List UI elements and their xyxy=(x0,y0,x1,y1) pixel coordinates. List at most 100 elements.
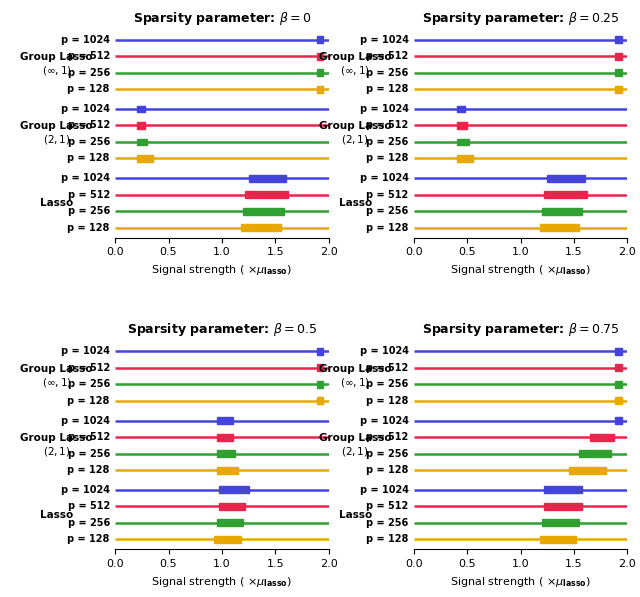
Text: p = 1024: p = 1024 xyxy=(61,485,110,495)
Text: Lasso: Lasso xyxy=(40,198,73,208)
Bar xyxy=(219,487,248,493)
Text: p = 512: p = 512 xyxy=(68,363,110,373)
Text: p = 1024: p = 1024 xyxy=(360,104,408,114)
Text: p = 256: p = 256 xyxy=(366,137,408,147)
Bar xyxy=(248,175,286,181)
Bar xyxy=(590,433,614,441)
Text: p = 1024: p = 1024 xyxy=(61,416,110,426)
Bar xyxy=(136,106,145,112)
Bar xyxy=(317,36,323,43)
Bar xyxy=(216,519,243,527)
Bar xyxy=(214,536,241,543)
Text: Group Lasso
$(2,1)$: Group Lasso $(2,1)$ xyxy=(319,121,392,146)
Bar xyxy=(216,417,232,424)
Text: p = 1024: p = 1024 xyxy=(61,346,110,356)
Text: p = 512: p = 512 xyxy=(366,432,408,442)
Text: p = 256: p = 256 xyxy=(366,448,408,458)
Text: p = 512: p = 512 xyxy=(366,363,408,373)
Text: p = 512: p = 512 xyxy=(366,190,408,200)
Text: p = 1024: p = 1024 xyxy=(360,173,408,183)
Text: p = 512: p = 512 xyxy=(68,432,110,442)
Text: p = 256: p = 256 xyxy=(366,379,408,389)
Text: p = 128: p = 128 xyxy=(67,223,110,233)
Bar xyxy=(216,433,232,441)
Bar xyxy=(540,224,579,231)
Text: Group Lasso
$(\infty,1)$: Group Lasso $(\infty,1)$ xyxy=(20,364,93,389)
Bar xyxy=(216,450,235,457)
Text: p = 256: p = 256 xyxy=(68,448,110,458)
Title: Sparsity parameter: $\beta = 0.75$: Sparsity parameter: $\beta = 0.75$ xyxy=(422,321,619,338)
Bar xyxy=(542,208,582,215)
Text: Group Lasso
$(2,1)$: Group Lasso $(2,1)$ xyxy=(20,121,93,146)
Bar xyxy=(544,503,582,510)
Text: Group Lasso
$(\infty,1)$: Group Lasso $(\infty,1)$ xyxy=(319,364,392,389)
Text: Lasso: Lasso xyxy=(339,510,372,519)
Text: p = 256: p = 256 xyxy=(68,518,110,528)
Bar xyxy=(456,122,467,129)
Text: p = 256: p = 256 xyxy=(366,518,408,528)
Bar xyxy=(456,106,465,112)
Text: p = 1024: p = 1024 xyxy=(61,35,110,45)
Text: p = 512: p = 512 xyxy=(68,501,110,512)
Bar xyxy=(544,191,587,198)
Bar xyxy=(616,36,622,43)
Text: p = 512: p = 512 xyxy=(366,121,408,131)
Text: p = 1024: p = 1024 xyxy=(61,173,110,183)
Text: p = 512: p = 512 xyxy=(366,501,408,512)
Text: p = 256: p = 256 xyxy=(366,67,408,78)
Text: p = 128: p = 128 xyxy=(67,84,110,94)
Bar xyxy=(317,69,323,76)
Bar xyxy=(616,381,622,388)
Bar xyxy=(216,467,238,473)
Bar xyxy=(219,503,245,510)
Bar xyxy=(579,450,611,457)
Text: p = 128: p = 128 xyxy=(366,153,408,164)
Bar xyxy=(616,398,622,404)
Text: p = 512: p = 512 xyxy=(68,190,110,200)
Bar xyxy=(317,364,323,371)
Text: p = 128: p = 128 xyxy=(366,465,408,475)
Text: Group Lasso
$(2,1)$: Group Lasso $(2,1)$ xyxy=(20,433,93,458)
Bar xyxy=(317,398,323,404)
Text: p = 128: p = 128 xyxy=(67,396,110,406)
Bar xyxy=(616,86,622,93)
Bar xyxy=(136,155,152,162)
Bar xyxy=(540,536,576,543)
Text: p = 128: p = 128 xyxy=(366,223,408,233)
Text: p = 1024: p = 1024 xyxy=(360,35,408,45)
Text: p = 1024: p = 1024 xyxy=(360,416,408,426)
Bar xyxy=(616,348,622,355)
X-axis label: Signal strength ( $\times \mu_{\mathbf{lasso}}$): Signal strength ( $\times \mu_{\mathbf{l… xyxy=(450,574,591,589)
Title: Sparsity parameter: $\beta = 0$: Sparsity parameter: $\beta = 0$ xyxy=(132,10,311,26)
Title: Sparsity parameter: $\beta = 0.25$: Sparsity parameter: $\beta = 0.25$ xyxy=(422,10,620,26)
Bar xyxy=(616,417,622,424)
Bar xyxy=(317,53,323,60)
Text: p = 1024: p = 1024 xyxy=(61,104,110,114)
Bar xyxy=(542,519,579,527)
Bar xyxy=(136,139,147,146)
Bar xyxy=(456,155,472,162)
Text: p = 128: p = 128 xyxy=(366,84,408,94)
Bar xyxy=(568,467,606,473)
Bar xyxy=(245,191,288,198)
Text: p = 256: p = 256 xyxy=(68,67,110,78)
Bar xyxy=(317,381,323,388)
Bar xyxy=(136,122,145,129)
Text: p = 128: p = 128 xyxy=(67,153,110,164)
Text: p = 128: p = 128 xyxy=(67,534,110,544)
Bar xyxy=(243,208,284,215)
Text: p = 256: p = 256 xyxy=(68,206,110,216)
Text: p = 1024: p = 1024 xyxy=(360,346,408,356)
Bar xyxy=(616,69,622,76)
Bar xyxy=(317,86,323,93)
Text: Lasso: Lasso xyxy=(40,510,73,519)
Bar xyxy=(456,139,469,146)
Text: Lasso: Lasso xyxy=(339,198,372,208)
Bar xyxy=(317,348,323,355)
Text: p = 128: p = 128 xyxy=(366,396,408,406)
Text: Group Lasso
$(\infty,1)$: Group Lasso $(\infty,1)$ xyxy=(20,52,93,77)
Bar xyxy=(544,487,582,493)
Text: p = 256: p = 256 xyxy=(366,206,408,216)
Text: Group Lasso
$(\infty,1)$: Group Lasso $(\infty,1)$ xyxy=(319,52,392,77)
Text: p = 512: p = 512 xyxy=(366,51,408,61)
